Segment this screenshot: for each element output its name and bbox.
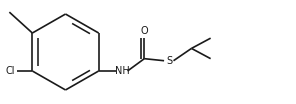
Text: O: O [141, 26, 148, 36]
Text: S: S [166, 56, 173, 66]
Text: NH: NH [115, 66, 130, 76]
Text: Cl: Cl [6, 66, 15, 76]
